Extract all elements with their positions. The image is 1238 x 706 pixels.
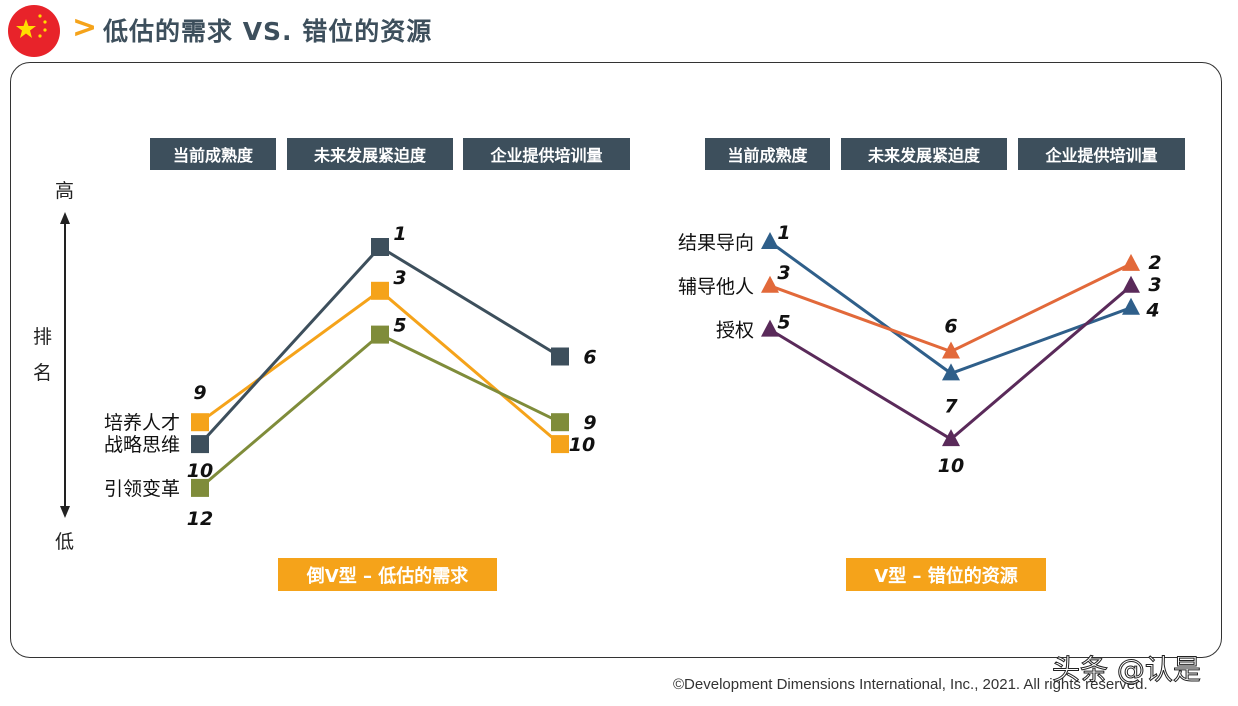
rank-label: 5 <box>777 312 790 334</box>
rank-label: 2 <box>1148 252 1161 274</box>
rank-label: 9 <box>193 382 206 404</box>
square-marker <box>551 435 569 454</box>
series-line <box>199 332 561 490</box>
arrow-down-icon <box>60 506 70 518</box>
series-name-label: 战略思维 <box>104 434 180 456</box>
series-name-label: 授权 <box>716 320 754 342</box>
left-chart-caption: 倒V型 – 低估的需求 <box>278 558 497 591</box>
rank-label: 6 <box>944 316 957 338</box>
series-line <box>769 262 1132 354</box>
triangle-marker <box>761 232 779 249</box>
square-marker <box>551 347 569 366</box>
series-引领变革: 12 5 9 引领变革 <box>104 315 597 530</box>
series-授权: 5 10 3 授权 <box>716 274 1162 477</box>
rank-label: 12 <box>187 508 213 530</box>
series-name-label: 培养人才 <box>104 412 180 434</box>
china-flag-icon <box>8 5 60 57</box>
left-header-urgency: 未来发展紧迫度 <box>287 138 453 170</box>
page-title: 低估的需求 VS. 错位的资源 <box>103 17 433 46</box>
copyright: ©Development Dimensions International, I… <box>673 676 1148 693</box>
rank-label: 3 <box>1148 274 1161 296</box>
left-header-current: 当前成熟度 <box>150 138 276 170</box>
series-结果导向: 1 7 4 结果导向 <box>678 222 1160 417</box>
square-marker <box>191 435 209 454</box>
left-header-training: 企业提供培训量 <box>463 138 630 170</box>
series-战略思维: 10 1 6 战略思维 <box>104 223 597 482</box>
series-name-label: 引领变革 <box>104 478 180 500</box>
right-chart-caption: V型 – 错位的资源 <box>846 558 1046 591</box>
series-line <box>199 288 561 446</box>
triangle-marker <box>1122 297 1140 315</box>
triangle-marker <box>942 341 960 359</box>
triangle-marker <box>761 319 779 337</box>
series-name-label: 辅导他人 <box>678 276 754 298</box>
square-marker <box>371 325 389 344</box>
triangle-marker <box>942 429 960 447</box>
rank-label: 1 <box>777 222 790 244</box>
arrow-up-icon <box>60 212 70 224</box>
series-name-label: 结果导向 <box>678 232 754 254</box>
right-header-training: 企业提供培训量 <box>1018 138 1185 170</box>
rank-label: 5 <box>393 315 406 337</box>
rank-label: 6 <box>583 347 596 369</box>
axis-low-label: 低 <box>55 531 75 553</box>
rank-label: 4 <box>1145 300 1159 322</box>
rank-label: 10 <box>569 434 595 456</box>
rank-label: 9 <box>583 412 596 434</box>
triangle-marker <box>942 363 960 381</box>
chevron-right-icon: > <box>72 10 98 45</box>
rank-label: 3 <box>393 267 406 289</box>
square-marker <box>371 238 389 256</box>
triangle-marker <box>1122 275 1140 293</box>
rank-label: 10 <box>938 455 964 477</box>
series-辅导他人: 3 6 2 辅导他人 <box>678 252 1162 359</box>
rank-label: 7 <box>944 395 958 417</box>
square-marker <box>371 281 389 300</box>
watermark: 头条 @认是 <box>1052 653 1202 687</box>
rank-label: 10 <box>187 460 213 482</box>
axis-high-label: 高 <box>55 180 75 202</box>
square-marker <box>191 413 209 432</box>
axis-label-1: 排 <box>33 326 53 348</box>
rank-label: 1 <box>393 223 406 245</box>
triangle-marker <box>1122 253 1140 271</box>
axis-label-2: 名 <box>33 362 53 384</box>
right-header-current: 当前成熟度 <box>705 138 830 170</box>
square-marker <box>551 413 569 432</box>
right-header-urgency: 未来发展紧迫度 <box>841 138 1007 170</box>
triangle-marker <box>761 275 779 293</box>
square-marker <box>191 478 209 497</box>
content-frame <box>10 62 1222 658</box>
series-line <box>198 245 561 446</box>
rank-label: 3 <box>777 262 790 284</box>
